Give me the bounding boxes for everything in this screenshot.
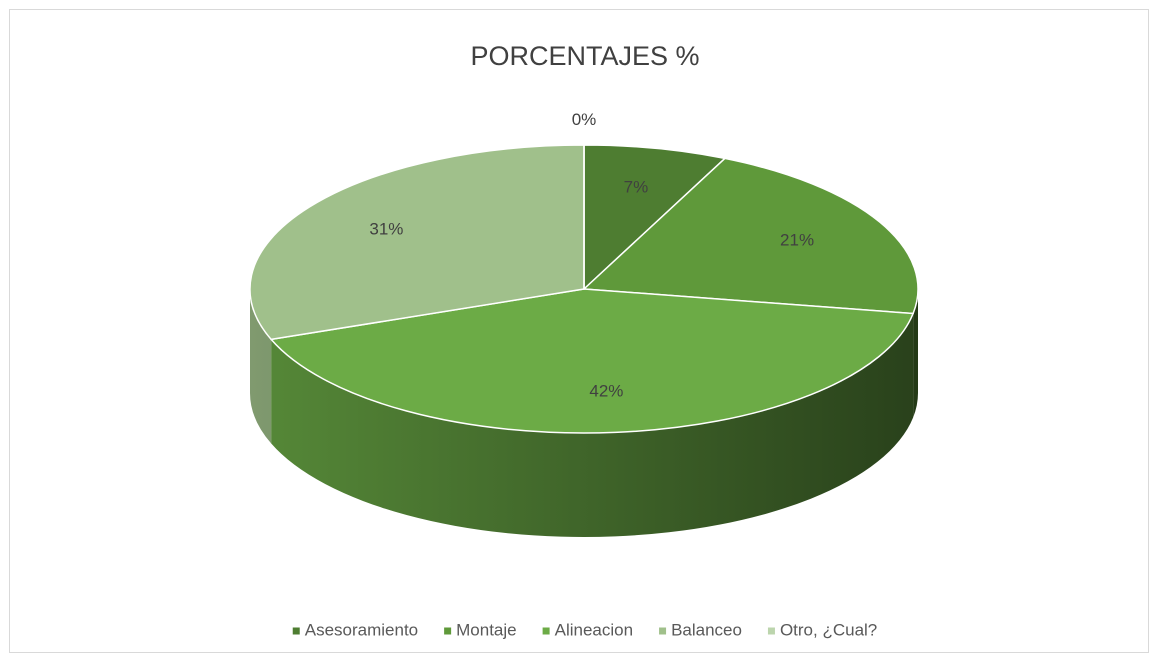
legend-label: Montaje [456,620,516,639]
slice-side [271,313,914,537]
legend-label: Otro, ¿Cual? [780,620,877,639]
chart-title: PORCENTAJES % [470,41,699,71]
slice-side [913,289,919,418]
data-label: 7% [624,177,649,196]
slice [583,144,726,290]
legend-marker [767,627,775,635]
data-label: 42% [589,382,623,401]
legend-label: Balanceo [671,620,742,639]
data-label: 0% [572,110,597,129]
slice [583,157,919,315]
legend-label: Asesoramiento [305,620,418,639]
slice-side [250,289,272,444]
slice [270,288,914,434]
legend-marker [444,627,452,635]
data-label: 31% [369,219,403,238]
legend-marker [292,627,300,635]
legend-marker [659,627,667,635]
data-label: 21% [780,230,814,249]
legend-marker [542,627,550,635]
legend-label: Alineacion [555,620,633,639]
slice [249,144,585,341]
